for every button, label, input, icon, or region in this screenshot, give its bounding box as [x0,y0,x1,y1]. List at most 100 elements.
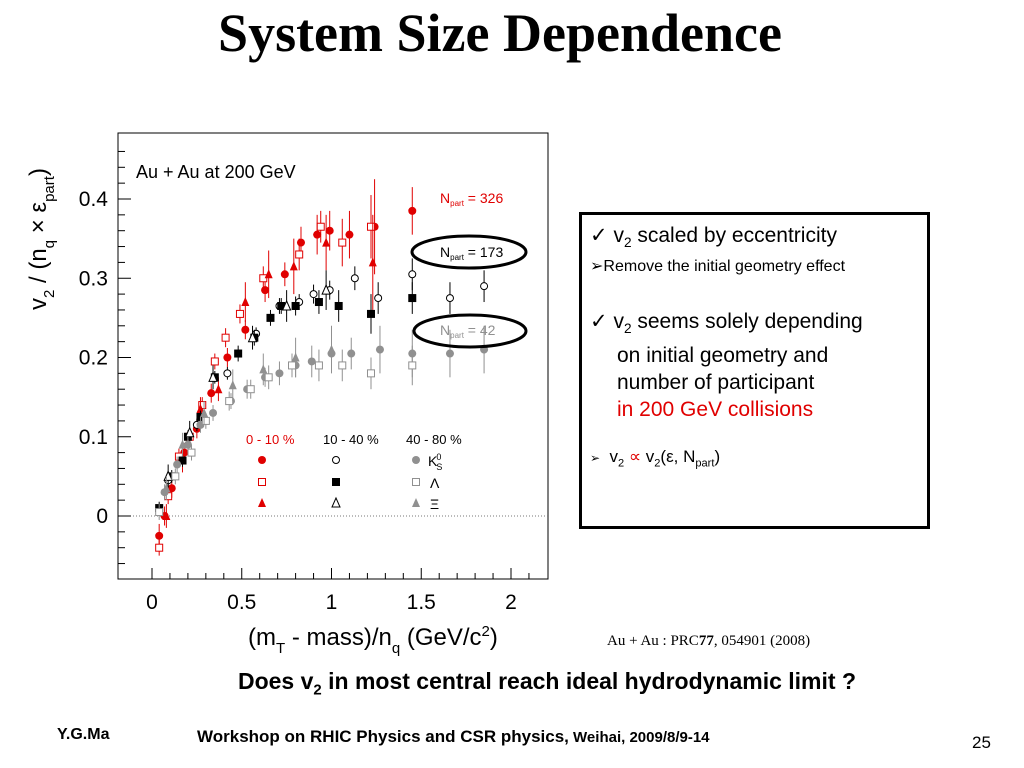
data-point [183,440,192,449]
page-number: 25 [972,733,991,752]
data-point [288,361,297,370]
legend-marker [412,478,420,486]
data-point [408,361,417,370]
legend-header-peripheral: 40 - 80 % [406,432,462,447]
data-point [280,270,289,279]
x-tick-label: 0.5 [227,591,256,614]
data-point [173,460,182,469]
data-point [208,371,218,382]
legend-markers [258,456,420,508]
data-point [162,511,171,520]
legend-label-lambda: Λ [430,475,440,491]
data-point [246,385,255,394]
bullet-box: ✓ v2 scaled by eccentricity ➢Remove the … [579,212,930,529]
data-point [196,404,205,414]
legend-header-mid: 10 - 40 % [323,432,379,447]
bullet-scaled: ✓ v2 scaled by eccentricity [590,224,837,251]
legend-marker [332,456,340,464]
data-point [241,325,250,334]
data-point [247,331,258,343]
data-point [408,294,417,303]
data-point [167,484,176,493]
data-point [408,206,417,215]
data-point [178,439,187,449]
data-point [322,237,331,247]
legend-marker [412,498,420,507]
data-point [375,345,384,354]
npart-label-173: Npart = 173 [440,244,503,262]
npart-label-326: Npart = 326 [440,190,503,208]
data-point [201,416,210,425]
npart-173-ellipse [410,234,528,270]
data-point [184,426,195,438]
legend-marker [331,496,341,508]
data-point [307,357,316,366]
data-point [171,472,180,481]
data-marks [155,179,489,556]
y-tick-label: 0 [96,505,108,528]
data-point [327,344,336,354]
data-point [266,313,275,322]
legend-marker [412,456,420,464]
data-point [480,282,489,291]
data-point [291,352,300,362]
data-point [334,301,343,310]
data-point [155,531,164,540]
data-point [200,407,209,417]
citation: Au + Au : PRC77, 054901 (2008) [607,633,811,649]
data-point [234,349,243,358]
data-point [259,364,268,374]
legend-marker [332,478,340,486]
data-point [209,408,218,417]
npart-42-ellipse [412,313,528,349]
data-point [374,294,383,303]
bullet-solely-depending: ✓ v2 seems solely depending on initial g… [590,310,863,422]
data-point [214,384,223,394]
npart-label-42: Npart = 42 [440,322,496,340]
y-tick-label: 0.2 [79,347,108,370]
y-tick-label: 0.1 [79,426,108,449]
data-point [445,294,454,303]
workshop-footer: Workshop on RHIC Physics and CSR physics… [197,727,710,746]
data-point [289,261,298,271]
y-tick-labels: 0 0.1 0.2 0.3 0.4 [79,188,109,528]
data-point [178,456,187,465]
data-point [264,269,273,279]
data-point [261,286,270,295]
bullet-remove-geometry: ➢Remove the initial geometry effect [590,258,846,276]
data-point [277,301,286,310]
x-tick-label: 1 [326,591,338,614]
legend-marker [258,456,266,464]
data-point [309,290,318,299]
x-tick-label: 2 [505,591,517,614]
data-point [187,448,196,457]
data-point [408,270,417,279]
data-point [314,298,323,307]
data-point [295,250,304,259]
data-point [345,230,354,239]
data-point [314,361,323,370]
data-point [316,222,325,231]
data-point [221,333,230,342]
data-point [223,353,232,362]
data-point [210,357,219,366]
x-tick-label: 1.5 [407,591,436,614]
data-point [275,369,284,378]
axis-ticks [118,150,530,579]
data-point [223,369,232,378]
legend-marker [258,478,266,486]
author: Y.G.Ma [57,726,110,743]
x-tick-label: 0 [146,591,158,614]
data-point [368,257,377,267]
y-tick-label: 0.4 [79,188,109,211]
data-point [264,373,273,382]
y-axis-label: v2 / (nq × εpart) [25,168,58,310]
legend-label-k0s: KS0 [428,452,442,472]
data-point [366,369,375,378]
data-point [325,226,334,235]
data-point [338,238,347,247]
data-point [296,238,305,247]
data-point [235,309,244,318]
data-point [155,543,164,552]
data-point [225,397,234,406]
